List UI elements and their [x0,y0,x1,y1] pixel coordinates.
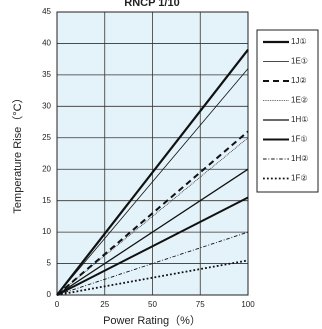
series-line [56,137,249,296]
x-tick-label: 50 [148,300,157,309]
legend-label: 1J① [291,37,307,46]
y-tick-label: 0 [47,290,52,299]
chart-title: RNCP 1/10 [124,0,179,9]
series-line [56,49,249,296]
legend-label: 1J② [291,76,307,85]
legend-label: 1E② [291,96,308,105]
series-line [56,68,249,296]
x-tick-label: 75 [196,300,205,309]
legend-label: 1H① [291,115,308,124]
legend-label: 1F① [291,135,308,144]
plot-frame [56,11,249,296]
x-axis-title: Power Rating（%） [103,314,201,327]
y-tick-label: 40 [42,39,51,48]
x-tick-label: 100 [241,300,255,309]
x-tick-label: 0 [55,300,60,309]
series-line [56,259,249,296]
y-tick-label: 45 [42,7,51,16]
legend-label: 1H② [291,154,308,163]
y-tick-label: 10 [42,227,51,236]
legend-label: 1E① [291,57,308,66]
x-tick-label: 25 [100,300,109,309]
series-line [56,231,249,296]
legend-label: 1F② [291,174,308,183]
y-tick-label: 30 [42,101,51,110]
y-tick-label: 5 [47,259,52,268]
y-axis-title: Temperature Rise（°C） [11,92,24,213]
series-line [56,196,249,296]
y-tick-label: 20 [42,164,51,173]
y-tick-label: 15 [42,196,51,205]
y-tick-label: 25 [42,133,51,142]
series-line [56,130,249,296]
series-line [56,168,249,296]
legend-box [256,29,319,193]
y-tick-label: 35 [42,70,51,79]
